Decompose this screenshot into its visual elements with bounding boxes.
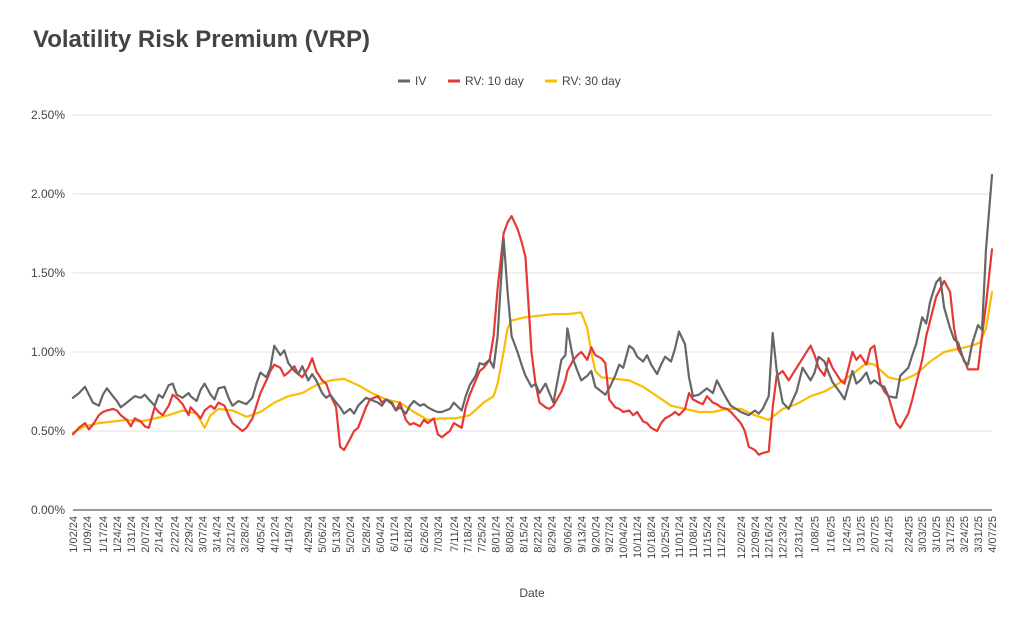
x-tick-label: 7/03/24 [433, 516, 445, 553]
x-tick-label: 11/22/24 [716, 516, 728, 558]
x-tick-label: 9/27/24 [604, 516, 616, 553]
x-tick-label: 5/20/24 [345, 516, 357, 553]
series-line-rv-10-day [71, 215, 994, 456]
x-tick-label: 6/11/24 [389, 516, 401, 552]
grid-lines [73, 114, 992, 511]
x-tick-label: 7/18/24 [463, 516, 475, 553]
legend-label: RV: 10 day [465, 74, 524, 88]
x-tick-label: 1/02/24 [68, 516, 80, 553]
x-tick-label: 1/31/24 [126, 516, 138, 553]
x-tick-label: 3/31/25 [973, 516, 985, 553]
x-tick-label: 2/24/25 [903, 516, 915, 553]
x-axis-label: Date [519, 586, 545, 600]
y-tick-label: 1.50% [31, 266, 65, 280]
x-tick-label: 12/31/24 [794, 516, 806, 559]
x-tick-label: 9/06/24 [562, 516, 574, 553]
chart-title: Volatility Risk Premium (VRP) [33, 26, 370, 53]
x-tick-label: 2/07/24 [140, 516, 152, 553]
x-tick-label: 2/14/25 [883, 516, 895, 553]
y-tick-label: 0.50% [31, 424, 65, 438]
x-tick-label: 2/14/24 [154, 516, 166, 553]
x-tick-label: 1/08/25 [810, 516, 822, 553]
x-tick-label: 9/20/24 [590, 516, 602, 553]
x-tick-label: 10/11/24 [632, 516, 644, 558]
x-tick-label: 1/24/24 [112, 516, 124, 553]
x-tick-label: 6/18/24 [403, 516, 415, 553]
x-tick-label: 8/29/24 [546, 516, 558, 553]
x-tick-label: 3/10/25 [931, 516, 943, 553]
x-tick-label: 4/05/24 [255, 516, 267, 553]
x-tick-label: 1/24/25 [841, 516, 853, 553]
x-tick-label: 3/14/24 [212, 516, 224, 553]
x-tick-label: 4/12/24 [269, 516, 281, 553]
x-tick-label: 7/25/24 [477, 516, 489, 553]
x-tick-label: 3/24/25 [959, 516, 971, 553]
y-tick-label: 2.00% [31, 187, 65, 201]
x-tick-label: 3/03/25 [917, 516, 929, 553]
series-line-iv [71, 173, 994, 417]
y-tick-label: 1.00% [31, 345, 65, 359]
x-tick-label: 8/01/24 [491, 516, 503, 553]
x-tick-label: 5/28/24 [361, 516, 373, 553]
legend-label: RV: 30 day [562, 74, 621, 88]
x-tick-label: 8/22/24 [532, 516, 544, 553]
x-tick-label: 10/04/24 [618, 516, 630, 559]
x-tick-label: 2/29/24 [184, 516, 196, 553]
x-tick-label: 5/13/24 [331, 516, 343, 553]
x-tick-label: 1/16/25 [826, 516, 838, 553]
x-tick-label: 11/15/24 [702, 516, 714, 558]
x-tick-label: 9/13/24 [576, 516, 588, 553]
x-tick-label: 11/08/24 [688, 516, 700, 558]
x-tick-label: 2/07/25 [869, 516, 881, 553]
x-tick-label: 3/07/24 [198, 516, 210, 553]
x-tick-label: 11/01/24 [674, 516, 686, 558]
x-tick-label: 2/22/24 [170, 516, 182, 553]
x-axis-ticks: 1/02/24 1/09/24 1/17/24 1/24/24 1/31/24 2/07/… [68, 516, 999, 559]
legend: IV RV: 10 day RV: 30 day [398, 74, 621, 88]
y-axis-ticks: 0.00% 0.50% 1.00% 1.50% 2.00% 2.50% [31, 108, 65, 517]
x-tick-label: 12/09/24 [750, 516, 762, 559]
x-tick-label: 1/31/25 [855, 516, 867, 553]
x-tick-label: 3/28/24 [239, 516, 251, 553]
x-tick-label: 8/08/24 [505, 516, 517, 553]
x-tick-label: 8/15/24 [519, 516, 531, 553]
x-tick-label: 1/09/24 [82, 516, 94, 553]
x-tick-label: 7/11/24 [449, 516, 461, 552]
y-tick-label: 0.00% [31, 503, 65, 517]
x-tick-label: 3/21/24 [225, 516, 237, 553]
x-tick-label: 12/16/24 [764, 516, 776, 559]
y-tick-label: 2.50% [31, 108, 65, 122]
x-tick-label: 10/18/24 [646, 516, 658, 559]
x-tick-label: 4/19/24 [283, 516, 295, 553]
legend-label: IV [415, 74, 426, 88]
x-tick-label: 4/29/24 [303, 516, 315, 553]
x-tick-label: 6/26/24 [419, 516, 431, 553]
x-tick-label: 12/02/24 [736, 516, 748, 559]
x-tick-label: 5/06/24 [317, 516, 329, 553]
x-tick-label: 4/07/25 [987, 516, 999, 553]
x-tick-label: 12/23/24 [778, 516, 790, 559]
x-tick-label: 6/04/24 [375, 516, 387, 553]
x-tick-label: 1/17/24 [98, 516, 110, 553]
series-lines [71, 173, 994, 456]
x-tick-label: 10/25/24 [660, 516, 672, 559]
x-tick-label: 3/17/25 [945, 516, 957, 553]
